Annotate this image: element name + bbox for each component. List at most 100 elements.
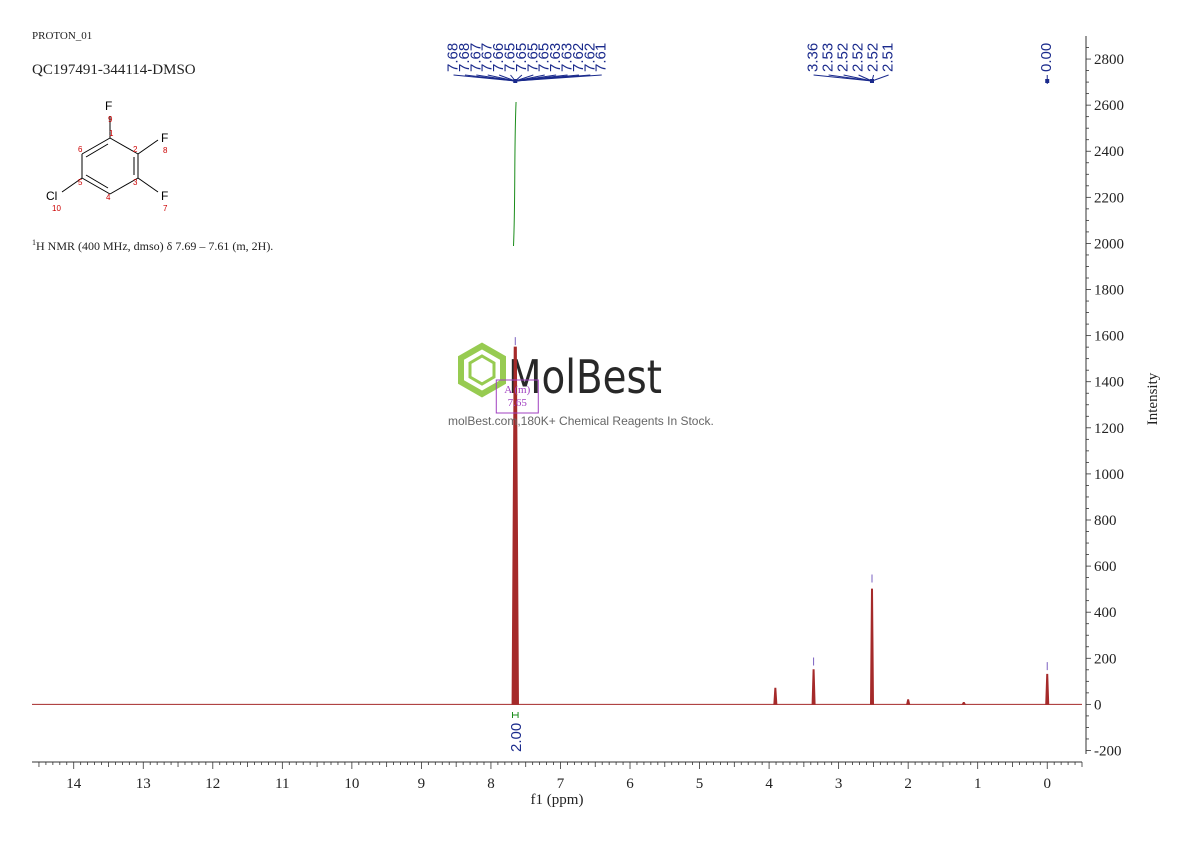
peak-shift-label: 7.68	[444, 43, 461, 72]
integral-curve	[512, 101, 517, 247]
y-tick-label: 2400	[1094, 144, 1124, 160]
x-tick-label: 2	[904, 776, 912, 792]
axes: 14 13 12 11 10 9 8 7 6 5 4 3 2 1 0f1 (ppm)-20002004006…	[32, 36, 1161, 808]
annotations: 7.687.687.677.677.667.657.657.657.657.63…	[444, 43, 1055, 752]
x-tick-label: 6	[626, 776, 634, 792]
peak-shift-label: 7.65	[524, 43, 541, 72]
y-tick-label: 200	[1094, 651, 1117, 667]
peak-shift-label: 7.63	[547, 43, 564, 72]
peak-shift-label: 7.61	[593, 43, 610, 72]
peak-shift-label: 3.36	[805, 43, 822, 72]
nmr-description-text: H NMR (400 MHz, dmso) δ 7.69 – 7.61 (m, …	[36, 239, 274, 253]
atom-cl-10: Cl	[46, 189, 57, 203]
peak-label-leader	[843, 74, 873, 82]
spectrum-peak	[869, 588, 875, 705]
x-tick-label: 8	[487, 776, 495, 792]
peak-shift-label: 2.52	[835, 43, 852, 72]
peak-shift-label: 7.66	[490, 43, 507, 72]
peak-shift-label: 2.53	[820, 43, 837, 72]
ring-bonds	[61, 116, 159, 195]
y-tick-label: 2000	[1094, 236, 1124, 252]
y-tick-label: 0	[1094, 697, 1102, 713]
atom-number-9: 9	[108, 115, 113, 124]
peak-shift-label: 7.67	[479, 43, 496, 72]
x-tick-label: 11	[275, 776, 289, 792]
x-tick-label: 13	[136, 776, 151, 792]
x-tick-label: 10	[344, 776, 359, 792]
x-tick-label: 0	[1043, 776, 1051, 792]
spectrum-peak	[773, 687, 778, 705]
peak-label-leader	[858, 74, 873, 82]
y-tick-label: 1200	[1094, 421, 1124, 437]
x-axis-label: f1 (ppm)	[531, 792, 584, 808]
x-tick-label: 3	[835, 776, 843, 792]
y-tick-label: 600	[1094, 559, 1117, 575]
ring-number-1: 1	[109, 129, 114, 138]
y-tick-label: 2200	[1094, 190, 1124, 206]
y-tick-label: 1400	[1094, 375, 1124, 391]
ring-number-5: 5	[78, 178, 83, 187]
experiment-name: PROTON_01	[32, 30, 93, 42]
peak-shift-label: 7.68	[456, 43, 473, 72]
peak-shift-label: 2.52	[865, 43, 882, 72]
peak-label-marker	[1045, 79, 1050, 83]
x-tick-label: 1	[974, 776, 982, 792]
peak-label-marker	[870, 79, 874, 83]
multiplet-label: A (m)	[504, 384, 530, 396]
peak-shift-label: 7.62	[581, 43, 598, 72]
multiplet-box	[495, 379, 539, 414]
y-tick-label: 1600	[1094, 329, 1124, 345]
y-axis-label: Intensity	[1145, 372, 1161, 425]
watermark-tagline: molBest.com,180K+ Chemical Reagents In S…	[448, 414, 714, 428]
peak-shift-label: 0.00	[1038, 43, 1055, 72]
ring-number-3: 3	[133, 178, 138, 187]
peak-label-leader	[871, 74, 889, 82]
multiplet-shift: 7.65	[508, 397, 528, 409]
molbest-logo-icon	[458, 342, 506, 398]
y-tick-label: 400	[1094, 605, 1117, 621]
atom-number-7: 7	[163, 204, 168, 213]
spectrum-peak	[1045, 673, 1050, 705]
x-tick-label: 9	[418, 776, 426, 792]
spectrum	[32, 346, 1082, 705]
atom-number-10: 10	[52, 204, 61, 213]
peak-label-leader	[487, 74, 516, 82]
spectrum-peak	[906, 699, 911, 705]
x-tick-label: 12	[205, 776, 220, 792]
watermark-brand: MolBest	[508, 350, 662, 404]
atom-f-7: F	[161, 189, 168, 203]
x-tick-label: 5	[696, 776, 704, 792]
y-tick-label: 1000	[1094, 467, 1124, 483]
integral-value: 2.00	[508, 723, 525, 752]
ring-number-2: 2	[133, 145, 138, 154]
spectrum-peak	[811, 669, 816, 705]
y-tick-label: 800	[1094, 513, 1117, 529]
peak-shift-label: 7.62	[570, 43, 587, 72]
nmr-superscript: 1	[32, 238, 36, 247]
nmr-description: 1H NMR (400 MHz, dmso) δ 7.69 – 7.61 (m,…	[32, 238, 273, 254]
ring-number-6: 6	[78, 145, 83, 154]
peak-shift-label: 7.65	[536, 43, 553, 72]
y-tick-label: 2800	[1094, 52, 1124, 68]
peak-shift-label: 7.65	[513, 43, 530, 72]
atom-f-9: F	[105, 99, 112, 113]
spectrum-peak	[961, 702, 967, 705]
ring-number-4: 4	[106, 193, 111, 202]
integral-bracket	[511, 712, 519, 718]
sample-id: QC197491-344114-DMSO	[32, 62, 196, 78]
peak-label-leader	[498, 74, 516, 82]
peak-label-leader	[828, 74, 873, 82]
atom-number-8: 8	[163, 146, 168, 155]
peak-shift-label: 2.52	[850, 43, 867, 72]
x-tick-label: 7	[557, 776, 565, 792]
molecule-structure: F F F Cl 9 8 7 10 1 2 3 4 5 6	[46, 99, 168, 213]
atom-f-8: F	[161, 131, 168, 145]
peak-shift-label: 7.63	[558, 43, 575, 72]
peak-shift-label: 7.65	[501, 43, 518, 72]
peak-shift-label: 7.67	[467, 43, 484, 72]
y-tick-label: -200	[1094, 743, 1122, 759]
y-tick-label: 2600	[1094, 98, 1124, 114]
spectrum-peak	[511, 346, 519, 705]
